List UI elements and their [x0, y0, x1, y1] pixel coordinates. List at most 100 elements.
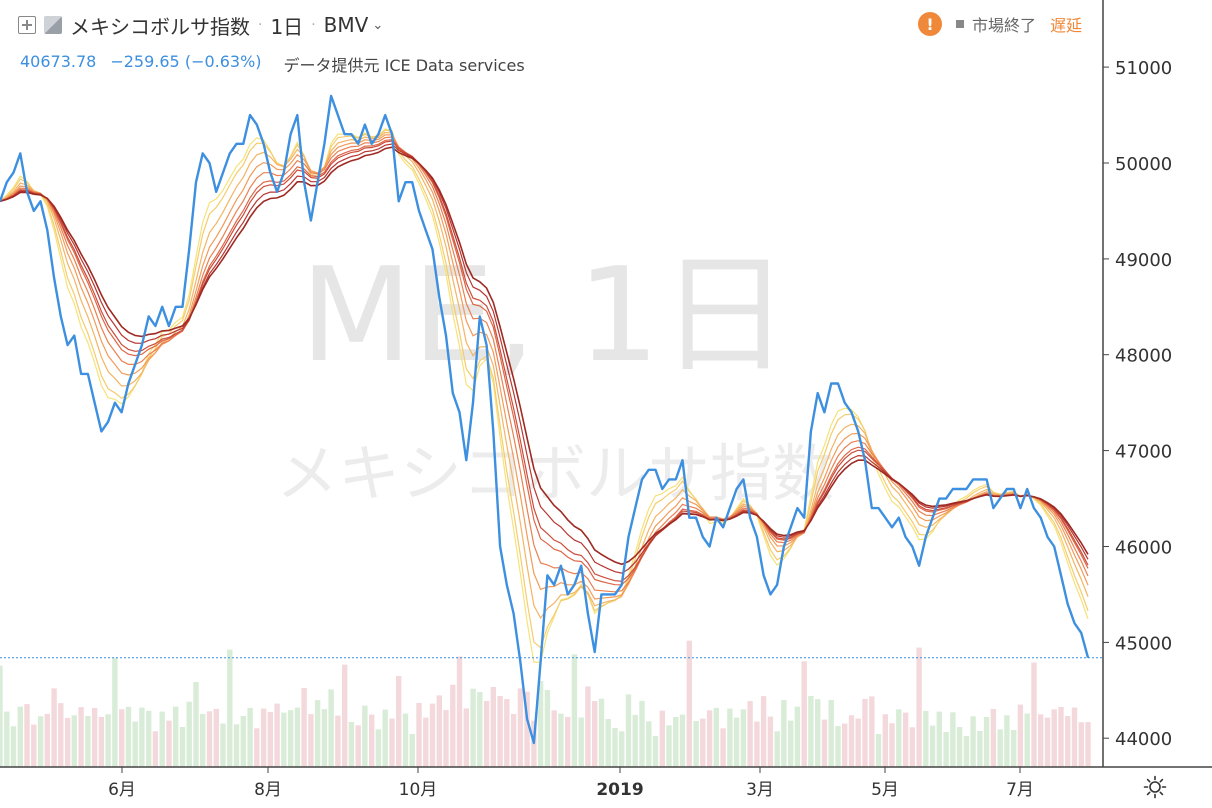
volume-bar — [801, 661, 807, 767]
volume-bar — [24, 704, 30, 767]
volume-bar — [193, 682, 199, 767]
volume-bar — [17, 706, 23, 767]
volume-bar — [565, 716, 571, 767]
interval-label[interactable]: 1日 — [270, 14, 304, 39]
volume-bar — [274, 703, 280, 767]
volume-bar — [396, 676, 402, 767]
volume-bar — [85, 716, 91, 767]
volume-bar — [1058, 706, 1064, 767]
volume-bar — [639, 700, 645, 767]
y-tick-label: 46000 — [1115, 538, 1172, 559]
volume-bar — [659, 710, 665, 767]
volume-bar — [686, 640, 692, 767]
volume-bar — [125, 706, 132, 767]
volume-bar — [98, 716, 105, 767]
settings-button[interactable] — [1143, 775, 1167, 799]
volume-bar — [524, 691, 530, 767]
data-provider: データ提供元 ICE Data services — [283, 56, 525, 75]
watermark: ME, 1日 メキシコボルサ指数 — [276, 239, 834, 510]
volume-bar — [1024, 713, 1030, 767]
volume-bar — [754, 721, 760, 767]
volume-bar — [308, 714, 314, 767]
price-change: −259.65 (−0.63%) — [110, 52, 262, 71]
volume-bar — [598, 698, 605, 767]
volume-bar — [402, 713, 409, 767]
price-line[interactable] — [0, 94, 1090, 745]
volume-bar — [416, 702, 422, 767]
volume-bar — [936, 711, 942, 767]
volume-bar — [159, 711, 165, 767]
volume-bar — [747, 701, 753, 767]
volume-bar — [882, 714, 888, 767]
volume-bar — [4, 711, 10, 767]
volume-bar — [132, 721, 138, 767]
volume-bar — [977, 731, 983, 767]
volume-bar — [91, 707, 98, 767]
volume-bar — [1044, 717, 1051, 767]
symbol-name[interactable]: メキシコボルサ指数 — [70, 14, 250, 39]
x-tick-label: 10月 — [399, 780, 438, 800]
volume-bar — [781, 700, 787, 767]
volume-bar — [774, 731, 780, 767]
volume-bar — [950, 712, 956, 767]
volume-bar — [1051, 709, 1057, 767]
y-axis[interactable]: 51000 50000 49000 48000 47000 46000 45000 44000 — [1103, 58, 1172, 750]
volume-bar — [233, 724, 240, 767]
volume-bar — [260, 708, 267, 767]
volume-bar — [301, 688, 307, 767]
volume-bar — [517, 688, 524, 767]
volume-bar — [362, 705, 368, 767]
volume-bar — [490, 687, 496, 767]
volume-bar — [760, 696, 767, 767]
volume-bar — [294, 707, 301, 767]
volume-bar — [1085, 722, 1091, 767]
volume-bar — [808, 696, 814, 767]
exchange-selector[interactable]: BMV ⌄ — [324, 13, 384, 37]
separator-dot: · — [311, 17, 316, 33]
volume-bar — [929, 725, 936, 767]
volume-bar — [733, 717, 740, 767]
volume-bar — [247, 707, 253, 767]
x-axis[interactable]: 6月 8月 10月 2019 3月 5月 7月 — [108, 767, 1034, 800]
volume-bar — [788, 720, 794, 767]
ma-line — [0, 129, 1089, 649]
volume-bar — [821, 719, 828, 767]
x-tick-label: 7月 — [1006, 780, 1034, 800]
volume-bar — [706, 710, 713, 767]
volume-bar — [504, 699, 510, 767]
volume-bar — [673, 717, 679, 767]
volume-bar — [10, 726, 17, 767]
quote-line: 40673.78 −259.65 (−0.63%) データ提供元 ICE Dat… — [20, 52, 525, 76]
volume-bar — [179, 727, 186, 767]
delayed-label[interactable]: 遅延 — [1050, 16, 1083, 35]
market-status: ! 市場終了 遅延 — [918, 12, 1082, 36]
volume-bar — [443, 710, 449, 767]
add-symbol-icon[interactable] — [18, 16, 36, 34]
volume-bar — [287, 710, 294, 767]
ma-line — [0, 128, 1089, 663]
volume-bar — [510, 713, 517, 767]
alert-icon[interactable]: ! — [918, 12, 942, 36]
volume-bar — [869, 696, 875, 767]
volume-bar — [679, 714, 686, 767]
volume-bar — [646, 721, 652, 767]
gear-icon — [1143, 775, 1167, 799]
volume-bar — [902, 712, 909, 767]
volume-bar — [31, 724, 37, 767]
volume-bar — [632, 714, 638, 767]
volume-bar — [355, 725, 361, 767]
volume-bar — [963, 736, 970, 767]
volume-bar — [450, 684, 456, 767]
volume-bar — [497, 696, 503, 767]
volume-bar — [463, 708, 469, 767]
volume-bar — [1004, 715, 1010, 767]
status-square-icon — [956, 20, 964, 28]
volume-bar — [943, 732, 949, 767]
market-closed-label: 市場終了 — [972, 16, 1037, 35]
volume-bar — [997, 729, 1003, 767]
volume-bar — [652, 736, 659, 767]
x-tick-label: 8月 — [254, 780, 282, 800]
volume-bar — [58, 703, 64, 767]
volume-bar — [78, 707, 84, 767]
